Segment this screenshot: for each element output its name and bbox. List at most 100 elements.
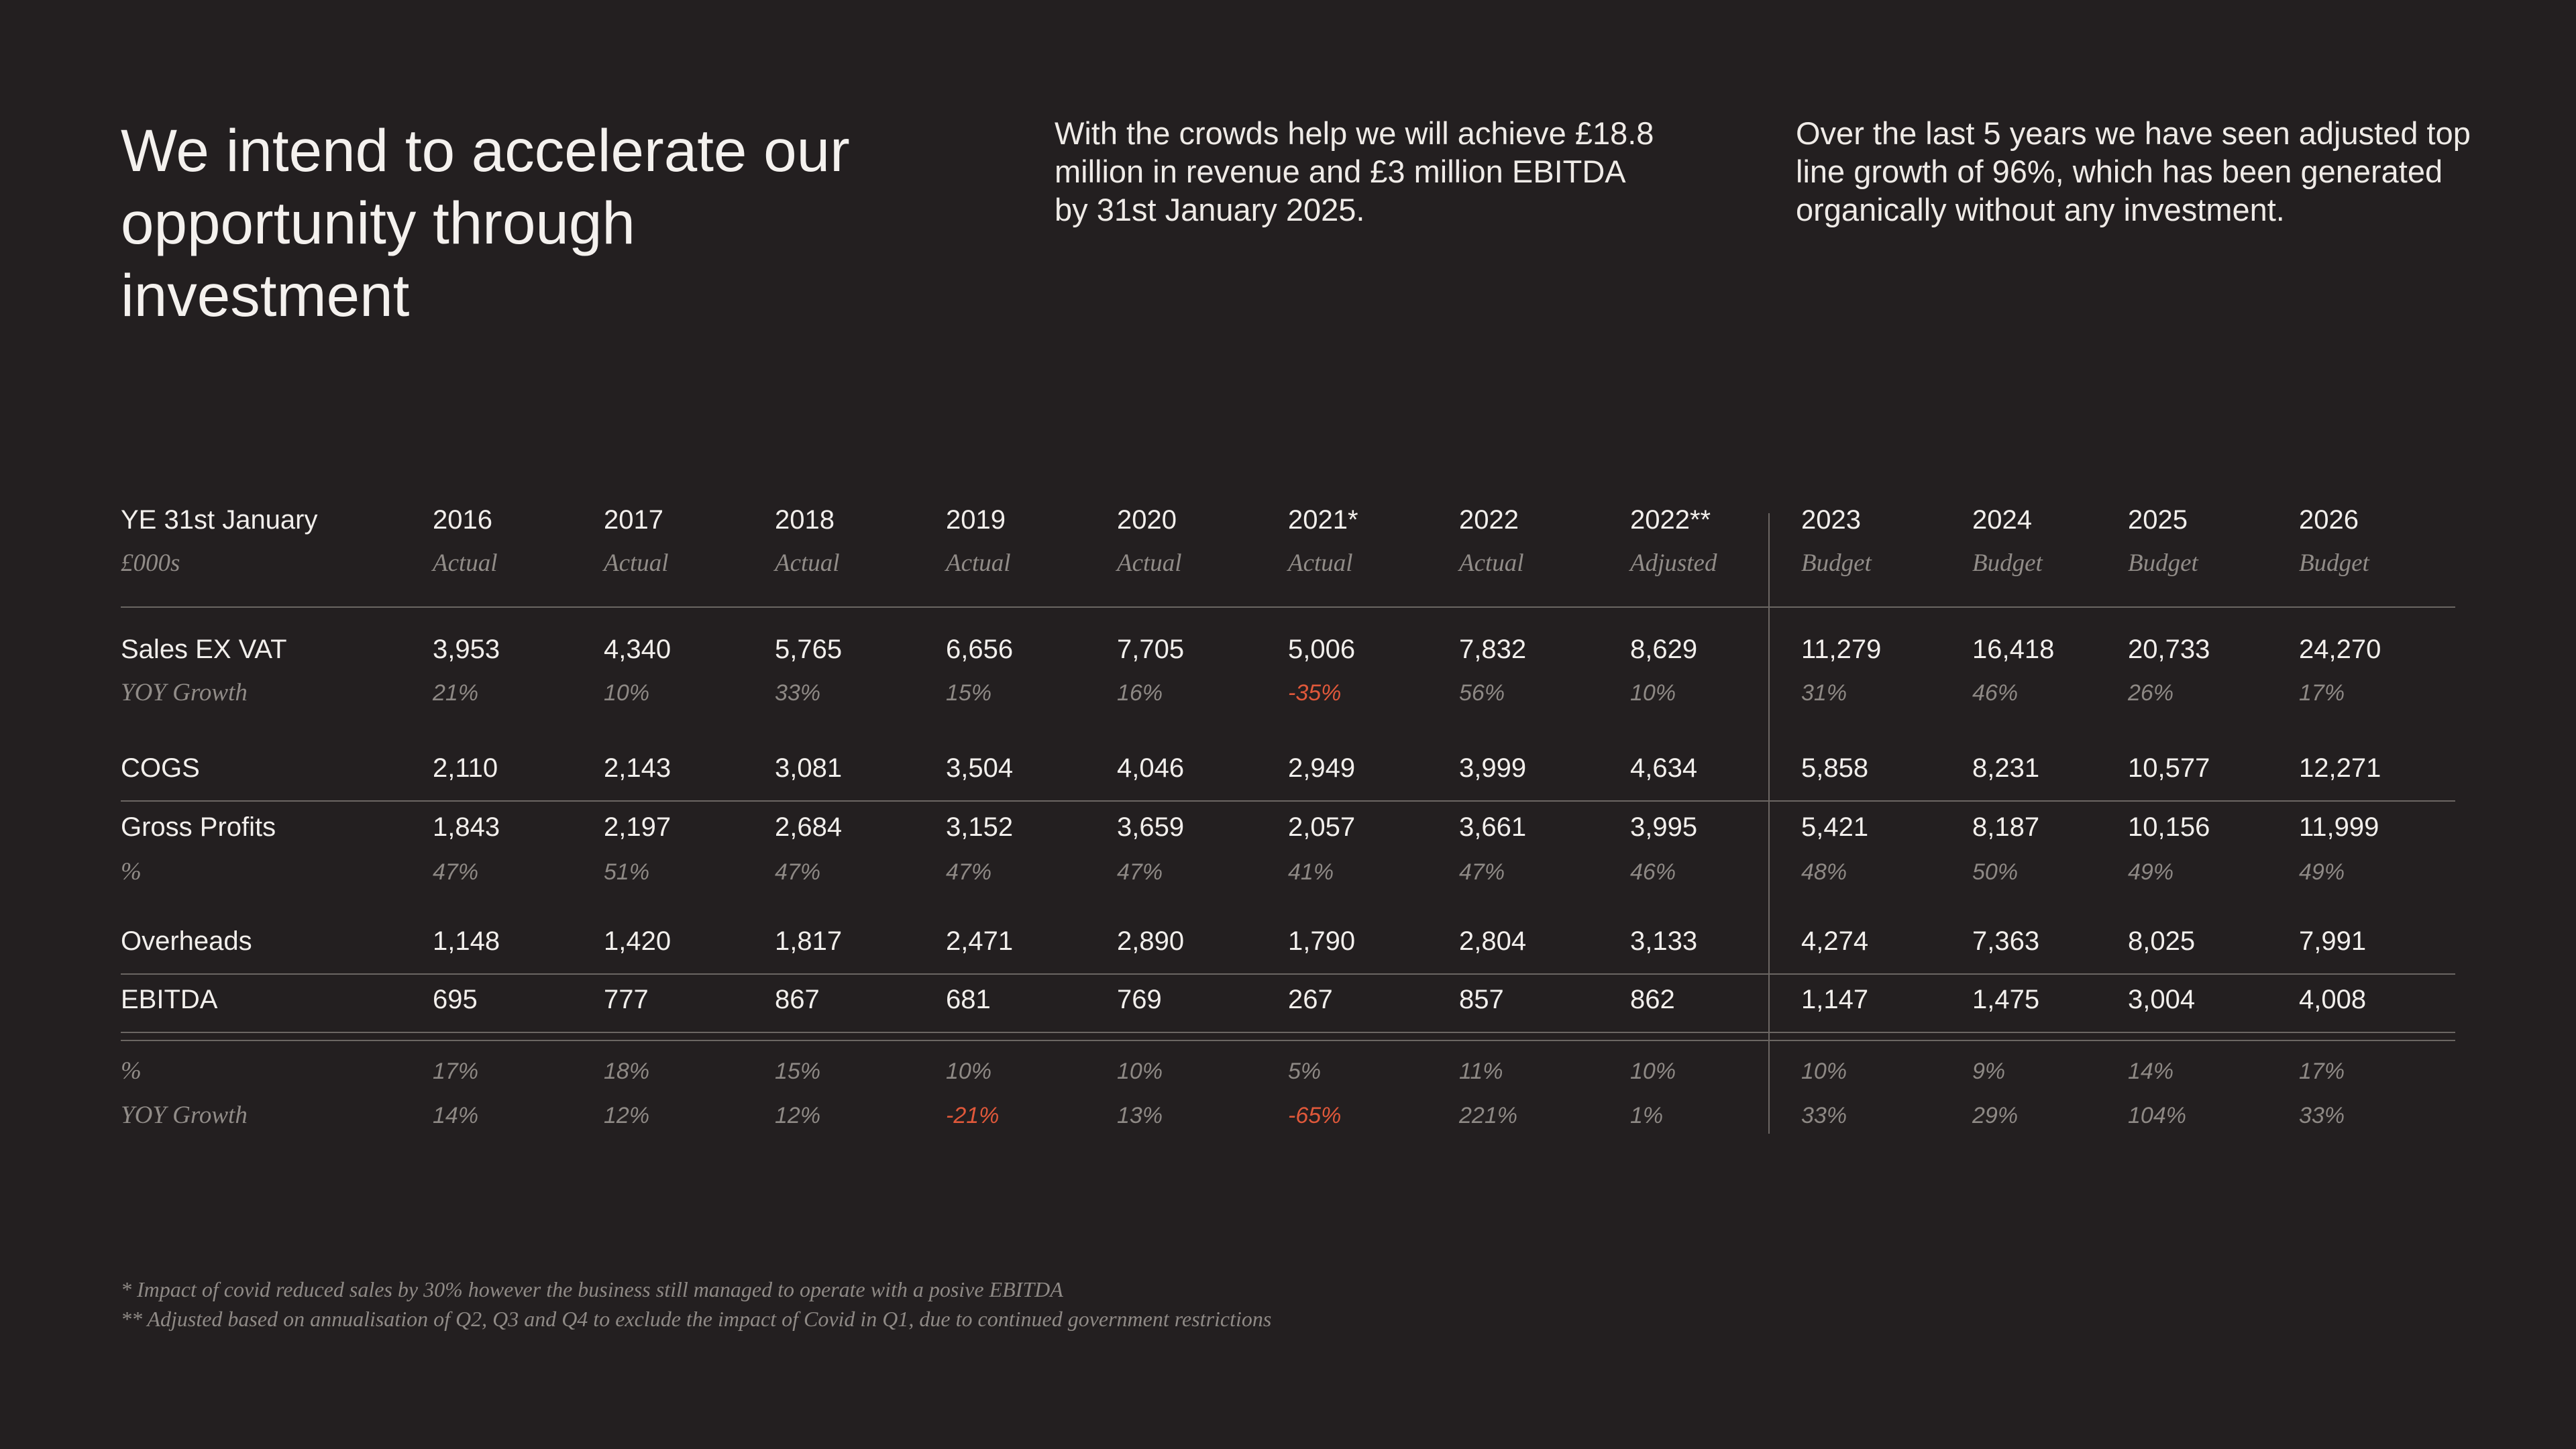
table-cell: 4,008 [2299,985,2367,1014]
row-label: Sales EX VAT [121,635,287,664]
table-cell: 3,995 [1630,812,1698,842]
table-cell: -65% [1288,1103,1342,1128]
year-type: Actual [946,549,1011,577]
page-headline: We intend to accelerate our opportunity … [121,117,850,329]
table-cell: 10% [1117,1059,1163,1084]
table-cell: 267 [1288,985,1333,1014]
table-cell: 104% [2128,1103,2186,1128]
table-cell: 10% [1801,1059,1847,1084]
table-cell: 2,949 [1288,753,1356,783]
table-cell: 2,890 [1117,926,1185,956]
table-cell: 11% [1459,1059,1503,1084]
table-cell: 18% [604,1059,650,1084]
row-label: YOY Growth [121,679,248,706]
table-cell: 5,858 [1801,753,1869,783]
year-type: Budget [1972,549,2043,577]
year-header: 2026 [2299,505,2359,535]
table-cell: 10% [604,680,650,706]
table-cell: 12% [604,1103,650,1128]
table-cell: 26% [2128,680,2174,706]
table-cell: 769 [1117,985,1162,1014]
table-cell: 777 [604,985,649,1014]
year-header: 2022** [1630,505,1711,535]
year-header: 2022 [1459,505,1519,535]
table-cell: 13% [1117,1103,1163,1128]
table-cell: 47% [1117,859,1163,885]
table-cell: 8,025 [2128,926,2196,956]
table-cell: 6,656 [946,635,1014,664]
footnotes: * Impact of covid reduced sales by 30% h… [121,1275,1731,1334]
table-cell: 33% [775,680,821,706]
table-cell: 3,999 [1459,753,1527,783]
year-type: Actual [1288,549,1353,577]
table-cell: 10% [1630,680,1676,706]
table-cell: 7,705 [1117,635,1185,664]
table-cell: 5,421 [1801,812,1869,842]
table-cell: 867 [775,985,820,1014]
year-type: Adjusted [1630,549,1717,577]
table-cell: 8,187 [1972,812,2040,842]
table-cell: 1,148 [433,926,500,956]
table-cell: 47% [1459,859,1505,885]
table-cell: 47% [433,859,479,885]
year-type: Budget [2299,549,2369,577]
table-cell: 50% [1972,859,2019,885]
table-cell: 11,999 [2299,812,2379,842]
table-cell: 7,832 [1459,635,1527,664]
table-cell: 2,804 [1459,926,1527,956]
table-cell: 2,143 [604,753,672,783]
year-type: Budget [2128,549,2198,577]
table-cell: 17% [2299,1059,2345,1084]
table-cell: 31% [1801,680,1847,706]
row-label: % [121,858,142,885]
row-label: % [121,1057,142,1085]
intro-revenue-target: With the crowds help we will achieve £18… [1055,115,1654,227]
table-cell: 2,684 [775,812,843,842]
budget-divider [1768,513,1770,1134]
table-cell: 15% [946,680,992,706]
table-cell: 11,279 [1801,635,1882,664]
table-cell: 46% [1630,859,1676,885]
year-type: Actual [1459,549,1524,577]
table-cell: 3,133 [1630,926,1698,956]
table-cell: 1,817 [775,926,843,956]
table-cell: 1,790 [1288,926,1356,956]
table-cell: 10,577 [2128,753,2210,783]
table-cell: 33% [1801,1103,1847,1128]
table-cell: 33% [2299,1103,2345,1128]
table-cell: 7,363 [1972,926,2040,956]
table-cell: -35% [1288,680,1342,706]
table-cell: 48% [1801,859,1847,885]
overheads-divider [121,973,2455,975]
header-label: YE 31st January [121,505,318,535]
table-cell: 2,110 [433,753,498,783]
footnote-covid: * Impact of covid reduced sales by 30% h… [121,1277,1063,1301]
table-cell: 14% [433,1103,479,1128]
table-cell: 17% [433,1059,479,1084]
table-cell: 3,953 [433,635,500,664]
table-cell: 1% [1630,1103,1664,1128]
table-cell: 49% [2128,859,2174,885]
table-cell: 4,046 [1117,753,1185,783]
table-cell: 10% [946,1059,992,1084]
footnote-adjusted: ** Adjusted based on annualisation of Q2… [121,1307,1272,1331]
table-cell: 15% [775,1059,821,1084]
table-cell: 7,991 [2299,926,2367,956]
year-header: 2019 [946,505,1006,535]
table-cell: 51% [604,859,650,885]
table-cell: -21% [946,1103,1000,1128]
table-cell: 12% [775,1103,821,1128]
year-type: Actual [775,549,840,577]
table-cell: 3,659 [1117,812,1185,842]
table-cell: 2,057 [1288,812,1356,842]
table-cell: 5,765 [775,635,843,664]
table-cell: 862 [1630,985,1675,1014]
year-header: 2024 [1972,505,2032,535]
table-cell: 10% [1630,1059,1676,1084]
table-cell: 8,629 [1630,635,1698,664]
table-cell: 8,231 [1972,753,2040,783]
row-label: COGS [121,753,200,783]
table-cell: 2,471 [946,926,1014,956]
table-cell: 20,733 [2128,635,2210,664]
table-cell: 17% [2299,680,2345,706]
